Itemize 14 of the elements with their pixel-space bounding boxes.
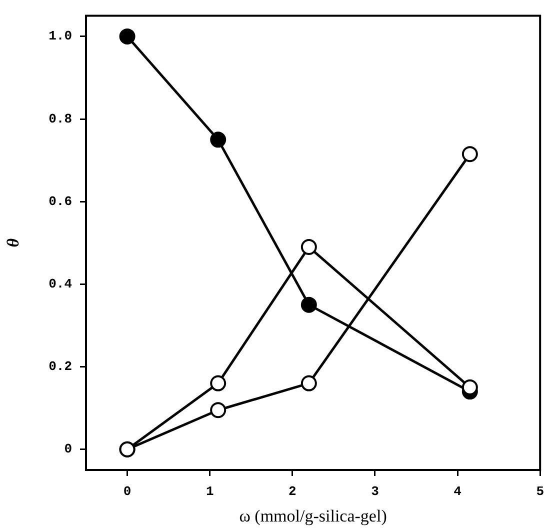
x-tick-label: 5 <box>536 484 544 500</box>
y-tick-label: 1.0 <box>48 28 72 44</box>
x-tick-label: 3 <box>371 484 380 500</box>
x-tick-label: 0 <box>123 484 132 500</box>
y-tick-label: 0.8 <box>48 111 72 126</box>
x-axis-title: ω (mmol/g-silica-gel) <box>239 506 387 526</box>
y-tick-label: 0 <box>64 442 72 457</box>
y-tick-label: 0.4 <box>48 276 72 292</box>
x-tick-label: 2 <box>288 484 297 500</box>
x-tick-label: 1 <box>206 484 214 500</box>
y-axis-title: θ <box>4 238 23 248</box>
x-tick-label: 4 <box>454 484 462 500</box>
y-tick-label: 0.2 <box>48 359 72 374</box>
y-tick-label: 0.6 <box>48 194 72 209</box>
